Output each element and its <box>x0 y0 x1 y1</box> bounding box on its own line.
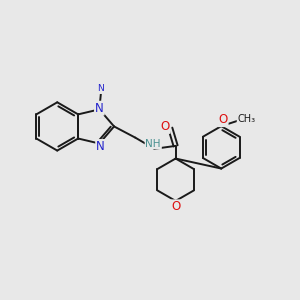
Text: N: N <box>98 84 104 93</box>
Text: N: N <box>95 102 104 115</box>
Text: O: O <box>218 113 228 126</box>
Text: NH: NH <box>146 139 161 148</box>
Text: O: O <box>160 120 169 133</box>
Text: N: N <box>96 140 105 153</box>
Text: O: O <box>171 200 180 213</box>
Text: CH₃: CH₃ <box>237 114 255 124</box>
